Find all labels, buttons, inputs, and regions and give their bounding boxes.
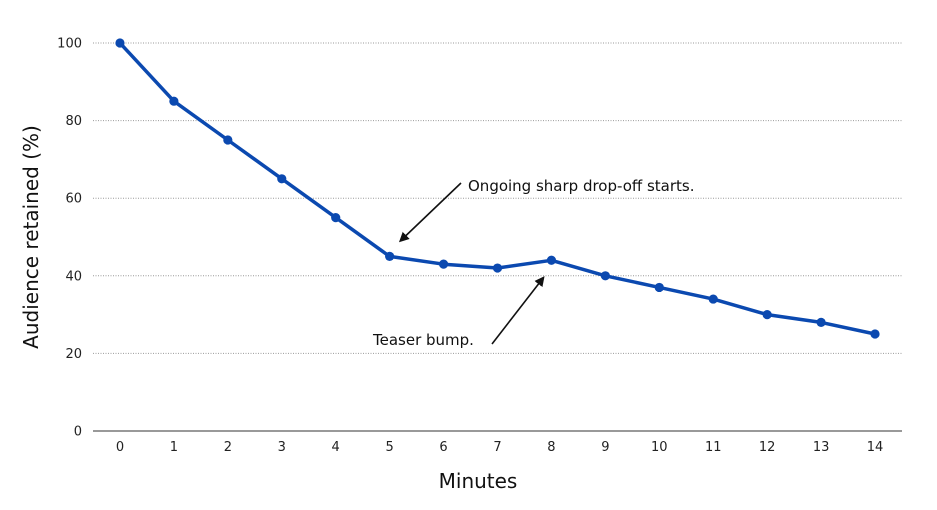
x-tick-label-7: 7 bbox=[493, 440, 501, 455]
annotations: Ongoing sharp drop-off starts. Teaser bum… bbox=[372, 177, 695, 349]
x-tick-label-1: 1 bbox=[170, 440, 178, 455]
series bbox=[115, 38, 880, 339]
annotation-text-dropoff: Ongoing sharp drop-off starts. bbox=[468, 177, 695, 195]
data-point-5 bbox=[385, 251, 395, 261]
data-point-6 bbox=[438, 259, 449, 269]
y-axis-title: Audience retained (%) bbox=[19, 125, 43, 349]
x-tick-label-4: 4 bbox=[332, 440, 340, 455]
data-point-0 bbox=[115, 38, 125, 48]
y-tick-label-80: 80 bbox=[65, 114, 82, 129]
data-point-2 bbox=[223, 135, 233, 145]
data-point-9 bbox=[600, 271, 610, 281]
y-tick-label-40: 40 bbox=[65, 269, 82, 284]
x-tick-label-6: 6 bbox=[439, 440, 447, 455]
annotation-arrow-dropoff bbox=[398, 182, 462, 243]
data-point-13 bbox=[816, 317, 826, 327]
x-tick-label-0: 0 bbox=[116, 440, 124, 455]
data-point-10 bbox=[654, 282, 664, 293]
x-tick-label-11: 11 bbox=[705, 440, 722, 455]
annotation-text-teaser: Teaser bump. bbox=[372, 331, 474, 349]
y-tick-label-20: 20 bbox=[65, 347, 82, 362]
data-point-7 bbox=[492, 263, 503, 273]
x-tick-label-3: 3 bbox=[278, 440, 286, 455]
data-point-8 bbox=[546, 255, 557, 265]
x-tick-label-9: 9 bbox=[601, 440, 609, 455]
data-point-14 bbox=[870, 329, 880, 339]
y-tick-label-0: 0 bbox=[74, 425, 82, 440]
x-tick-label-10: 10 bbox=[651, 440, 668, 455]
annotation-arrow-teaser bbox=[491, 276, 545, 345]
y-tick-label-100: 100 bbox=[57, 37, 82, 52]
x-tick-label-14: 14 bbox=[867, 440, 884, 455]
x-tick-label-2: 2 bbox=[224, 440, 232, 455]
data-point-1 bbox=[169, 96, 179, 106]
y-tick-label-60: 60 bbox=[65, 192, 82, 207]
grid bbox=[93, 42, 902, 354]
data-point-12 bbox=[762, 310, 772, 320]
data-point-3 bbox=[277, 174, 287, 184]
data-point-11 bbox=[708, 294, 718, 304]
x-tick-label-8: 8 bbox=[547, 440, 555, 455]
x-axis-title: Minutes bbox=[439, 469, 518, 493]
x-tick-label-13: 13 bbox=[813, 440, 830, 455]
x-tick-label-5: 5 bbox=[385, 440, 393, 455]
data-point-4 bbox=[331, 213, 341, 223]
x-tick-label-12: 12 bbox=[759, 440, 776, 455]
